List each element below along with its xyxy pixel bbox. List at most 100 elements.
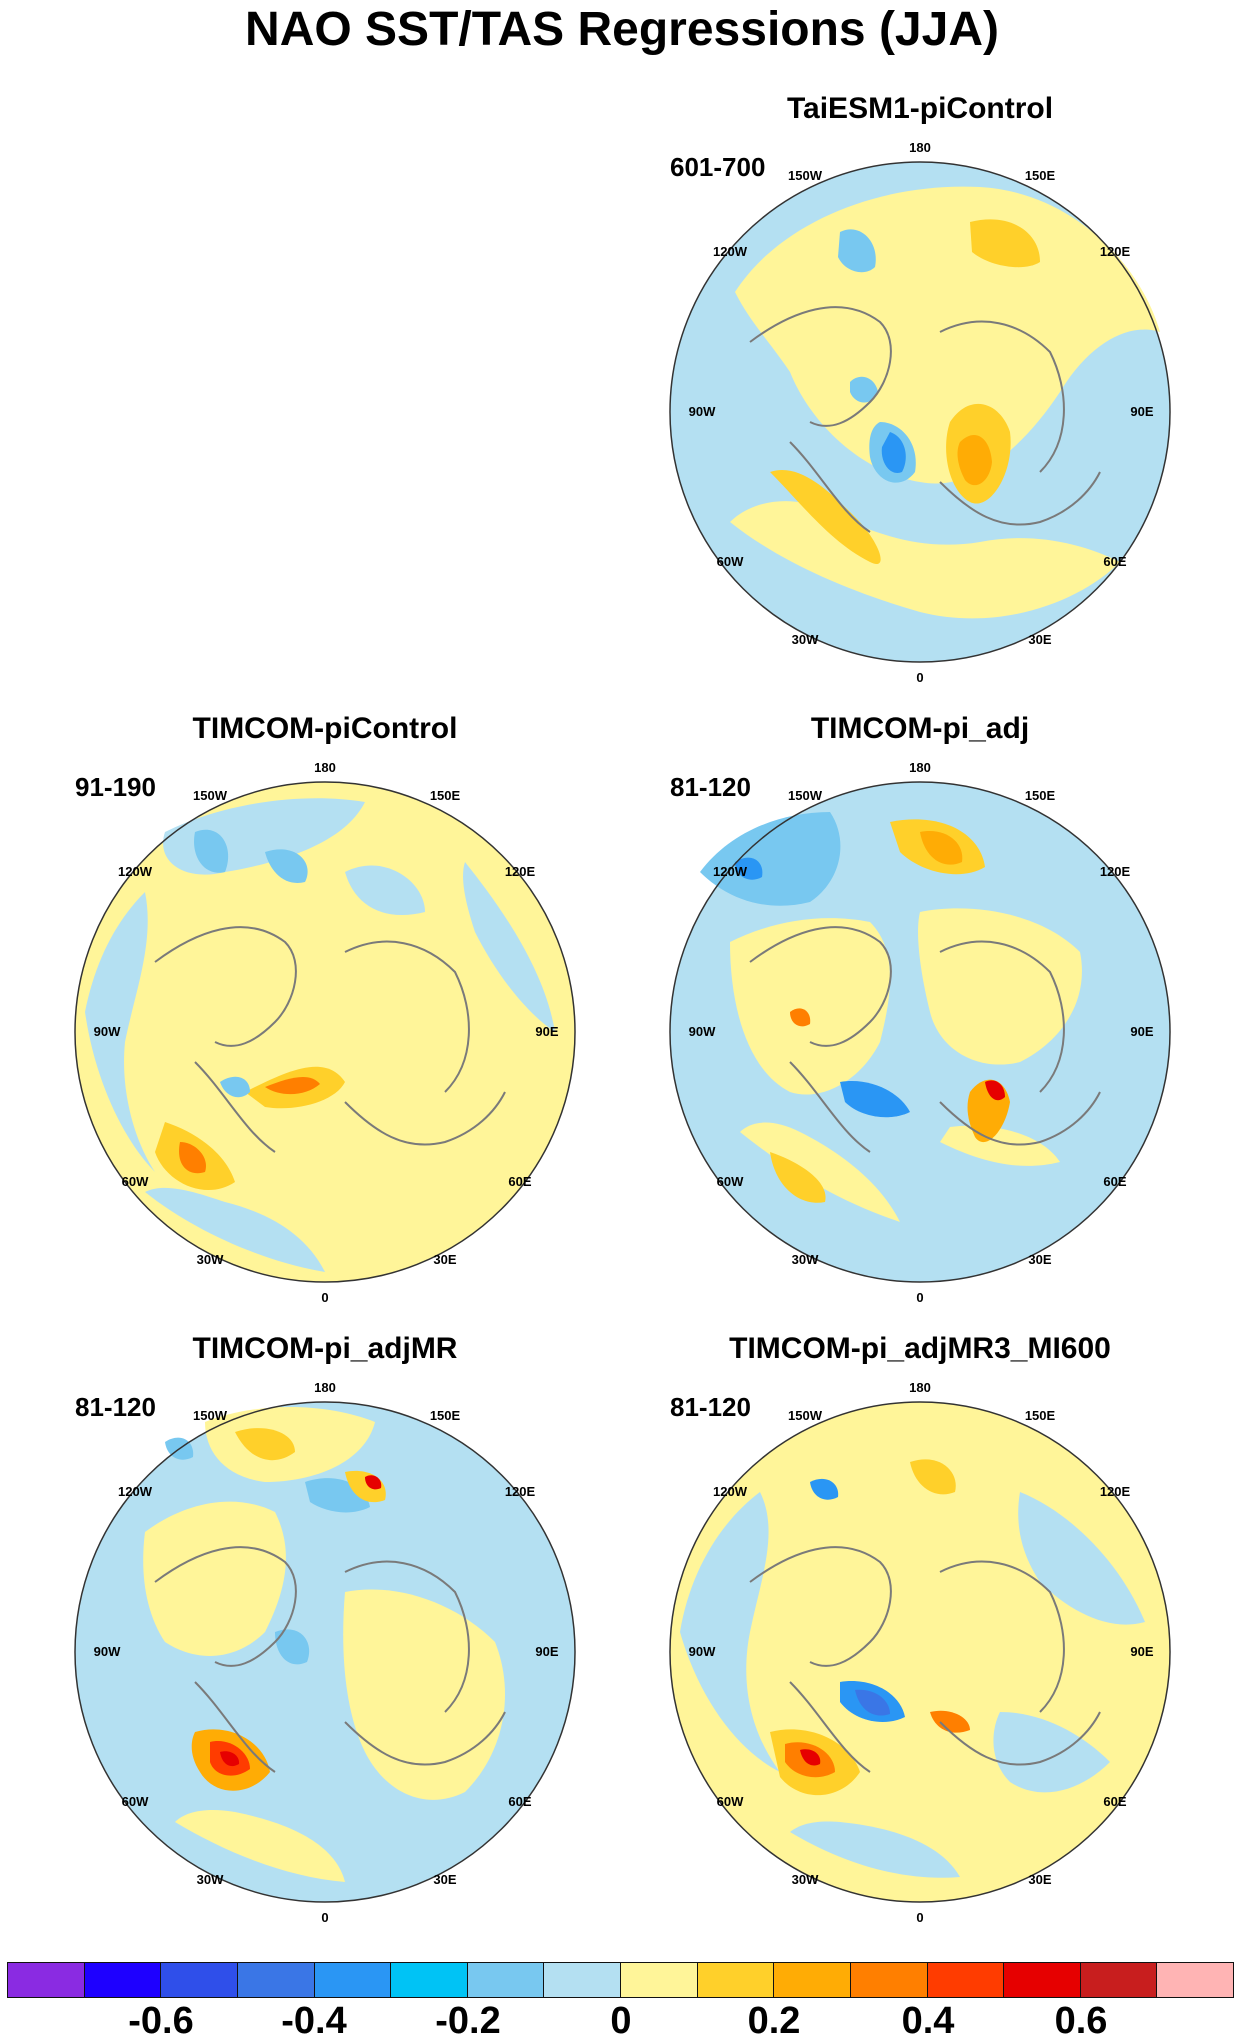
svg-text:180: 180 bbox=[314, 760, 336, 775]
colorbar-swatch bbox=[83, 1962, 162, 1998]
panel-title: TIMCOM-pi_adjMR bbox=[192, 1332, 458, 1365]
polar-map: 180 150W 150E 120W 120E 90W 90E 60W 60E … bbox=[74, 760, 576, 1305]
colorbar-swatch bbox=[543, 1962, 621, 1998]
colorbar-swatch bbox=[1003, 1962, 1081, 1998]
colorbar-tick: 0.2 bbox=[747, 2000, 801, 2042]
svg-text:120W: 120W bbox=[713, 864, 748, 879]
svg-text:150W: 150W bbox=[193, 788, 228, 803]
svg-text:60W: 60W bbox=[122, 1174, 149, 1189]
panel-period: 601-700 bbox=[670, 152, 766, 182]
panel-timcom-pi-adjmr: TIMCOM-pi_adjMR 81-120 180 bbox=[45, 1332, 605, 1952]
svg-text:150W: 150W bbox=[788, 168, 823, 183]
svg-text:120W: 120W bbox=[118, 1484, 153, 1499]
svg-text:30W: 30W bbox=[197, 1252, 224, 1267]
panel-taiesm1: TaiESM1-piControl 601-700 180 150W 150E bbox=[640, 92, 1200, 712]
svg-text:120W: 120W bbox=[118, 864, 153, 879]
svg-text:150W: 150W bbox=[193, 1408, 228, 1423]
svg-text:30E: 30E bbox=[1028, 632, 1051, 647]
svg-text:180: 180 bbox=[314, 1380, 336, 1395]
svg-text:150W: 150W bbox=[788, 1408, 823, 1423]
colorbar-tick: -0.6 bbox=[128, 2000, 194, 2042]
svg-text:90E: 90E bbox=[1130, 1024, 1153, 1039]
map-fill bbox=[670, 1402, 1170, 1902]
map-boundary bbox=[669, 781, 1171, 1283]
svg-text:30E: 30E bbox=[433, 1252, 456, 1267]
svg-text:180: 180 bbox=[909, 140, 931, 155]
coastlines bbox=[749, 1546, 1101, 1773]
panel-period: 81-120 bbox=[670, 1392, 751, 1422]
colorbar-swatch bbox=[160, 1962, 238, 1998]
colorbar-swatch bbox=[236, 1962, 315, 1998]
colorbar-swatch bbox=[620, 1962, 698, 1998]
colorbar bbox=[7, 1962, 1234, 1998]
svg-text:90E: 90E bbox=[535, 1024, 558, 1039]
svg-text:0: 0 bbox=[916, 1910, 923, 1925]
svg-text:150E: 150E bbox=[1025, 1408, 1056, 1423]
panel-title: TIMCOM-piControl bbox=[192, 712, 458, 745]
coastlines bbox=[749, 926, 1101, 1153]
longitude-labels: 180 150W 150E 120W 120E 90W 90E 60W 60E … bbox=[689, 760, 1154, 1305]
map-boundary bbox=[74, 781, 576, 1283]
svg-text:180: 180 bbox=[909, 760, 931, 775]
colorbar-tick: 0.6 bbox=[1054, 2000, 1108, 2042]
coastlines bbox=[154, 1546, 506, 1773]
polar-map: 180 150W 150E 120W 120E 90W 90E 60W 60E … bbox=[74, 1380, 576, 1925]
svg-text:120E: 120E bbox=[1100, 1484, 1131, 1499]
polar-map: 180 150W 150E 120W 120E 90W 90E 60W 60E … bbox=[669, 760, 1171, 1305]
svg-text:90E: 90E bbox=[535, 1644, 558, 1659]
colorbar-tick: -0.4 bbox=[281, 2000, 347, 2042]
panel-timcom-pi-adjmr3-mi600: TIMCOM-pi_adjMR3_MI600 81-120 180 bbox=[640, 1332, 1200, 1952]
panel-title: TaiESM1-piControl bbox=[786, 92, 1054, 125]
svg-text:0: 0 bbox=[916, 670, 923, 685]
svg-text:60E: 60E bbox=[508, 1794, 531, 1809]
svg-text:90W: 90W bbox=[689, 1644, 716, 1659]
svg-text:180: 180 bbox=[909, 1380, 931, 1395]
figure-title: NAO SST/TAS Regressions (JJA) bbox=[245, 3, 999, 56]
coastlines bbox=[749, 306, 1101, 533]
panel-period: 91-190 bbox=[75, 772, 156, 802]
svg-text:60W: 60W bbox=[717, 1794, 744, 1809]
svg-text:150W: 150W bbox=[788, 788, 823, 803]
map-boundary bbox=[74, 1401, 576, 1903]
svg-text:120W: 120W bbox=[713, 244, 748, 259]
svg-text:60W: 60W bbox=[122, 1794, 149, 1809]
colorbar-swatch bbox=[696, 1962, 775, 1998]
svg-text:60W: 60W bbox=[717, 554, 744, 569]
map-fill bbox=[670, 782, 1170, 1282]
svg-text:90W: 90W bbox=[94, 1644, 121, 1659]
svg-text:150E: 150E bbox=[430, 1408, 461, 1423]
svg-text:0: 0 bbox=[321, 1910, 328, 1925]
panel-timcom-pi-adj: TIMCOM-pi_adj 81-120 180 15 bbox=[640, 712, 1200, 1332]
svg-text:30E: 30E bbox=[1028, 1252, 1051, 1267]
longitude-labels: 180 150W 150E 120W 120E 90W 90E 60W 60E … bbox=[94, 1380, 559, 1925]
svg-text:60E: 60E bbox=[1103, 1794, 1126, 1809]
svg-text:90W: 90W bbox=[689, 1024, 716, 1039]
colorbar-tick: 0 bbox=[610, 2000, 632, 2042]
svg-text:90E: 90E bbox=[1130, 1644, 1153, 1659]
svg-text:0: 0 bbox=[321, 1290, 328, 1305]
map-fill bbox=[670, 162, 1170, 662]
colorbar-swatch bbox=[466, 1962, 545, 1998]
svg-text:60W: 60W bbox=[717, 1174, 744, 1189]
svg-text:30W: 30W bbox=[792, 1872, 819, 1887]
svg-text:30W: 30W bbox=[792, 632, 819, 647]
longitude-labels: 180 150W 150E 120W 120E 90W 90E 60W 60E … bbox=[94, 760, 559, 1305]
panel-title: TIMCOM-pi_adjMR3_MI600 bbox=[729, 1332, 1111, 1365]
polar-map: 180 150W 150E 120W 120E 90W 90E 60W 60E … bbox=[669, 1380, 1171, 1925]
svg-text:90W: 90W bbox=[689, 404, 716, 419]
colorbar-tick: -0.2 bbox=[435, 2000, 501, 2042]
svg-text:120E: 120E bbox=[1100, 244, 1131, 259]
svg-text:120E: 120E bbox=[1100, 864, 1131, 879]
colorbar-swatch bbox=[313, 1962, 392, 1998]
svg-text:150E: 150E bbox=[1025, 168, 1056, 183]
svg-text:90W: 90W bbox=[94, 1024, 121, 1039]
colorbar-swatch bbox=[1079, 1962, 1158, 1998]
colorbar-swatch bbox=[773, 1962, 851, 1998]
svg-text:30E: 30E bbox=[1028, 1872, 1051, 1887]
svg-text:150E: 150E bbox=[1025, 788, 1056, 803]
colorbar-swatch bbox=[926, 1962, 1005, 1998]
coastlines bbox=[154, 926, 506, 1153]
svg-text:30W: 30W bbox=[792, 1252, 819, 1267]
colorbar-swatch bbox=[1156, 1962, 1234, 1998]
longitude-labels: 180 150W 150E 120W 120E 90W 90E 60W 60E … bbox=[689, 140, 1154, 685]
